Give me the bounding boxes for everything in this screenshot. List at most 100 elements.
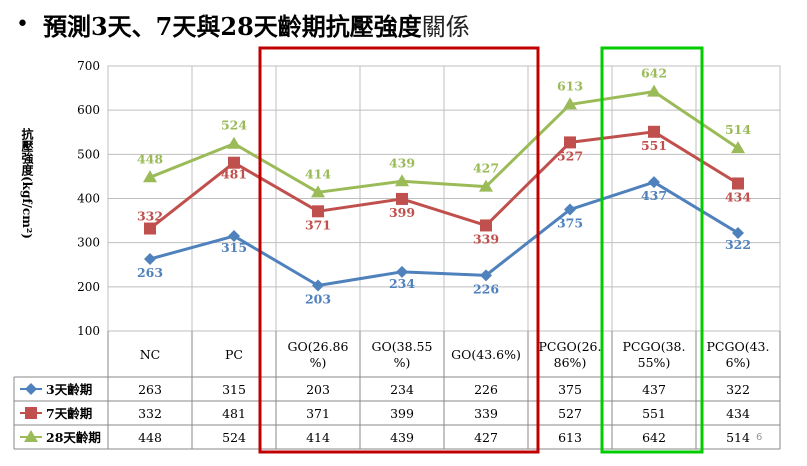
data-point <box>312 279 324 292</box>
data-label: 613 <box>557 78 583 93</box>
table-cell-value: 524 <box>222 430 246 445</box>
data-point <box>227 136 241 149</box>
data-point <box>480 219 492 232</box>
table-cell-value: 437 <box>642 382 666 397</box>
table-cell-value: 613 <box>558 430 582 445</box>
y-tick-label: 600 <box>77 103 100 117</box>
data-label: 414 <box>305 166 331 181</box>
data-label: 371 <box>305 217 331 232</box>
y-tick-label: 500 <box>77 147 100 161</box>
table-cell-value: 263 <box>138 382 162 397</box>
data-point <box>143 170 157 183</box>
data-label: 448 <box>137 151 163 166</box>
table-cell-value: 226 <box>474 382 498 397</box>
data-label: 375 <box>557 216 583 231</box>
table-cell-value: 414 <box>306 430 330 445</box>
table-cell-value: 399 <box>390 406 414 421</box>
category-label: PCGO(26. <box>539 339 602 354</box>
category-label: GO(43.6%) <box>451 347 521 362</box>
data-point <box>732 226 744 239</box>
data-point <box>395 174 409 187</box>
table-cell-value: 551 <box>642 406 666 421</box>
data-point <box>564 203 576 216</box>
data-point <box>228 230 240 243</box>
data-label: 427 <box>473 161 499 176</box>
data-label: 339 <box>473 231 499 246</box>
data-label: 514 <box>725 122 751 137</box>
category-label: PCGO(43. <box>707 339 770 354</box>
series-line <box>149 90 739 194</box>
data-point <box>648 125 660 138</box>
data-label: 234 <box>389 276 415 291</box>
data-point <box>312 205 324 218</box>
data-point <box>732 177 744 190</box>
category-label: 86%) <box>554 355 587 370</box>
table-cell-value: 339 <box>474 406 498 421</box>
data-point <box>396 192 408 205</box>
data-point <box>144 253 156 266</box>
data-point <box>563 97 577 110</box>
data-label: 551 <box>641 138 667 153</box>
table-cell-value: 332 <box>138 406 162 421</box>
category-label: %) <box>310 355 327 370</box>
title-bullet: • <box>16 11 29 37</box>
table-cell-value: 371 <box>306 406 330 421</box>
y-tick-label: 100 <box>77 324 100 338</box>
data-point <box>311 185 325 198</box>
data-point <box>731 141 745 154</box>
data-label: 226 <box>473 281 499 296</box>
y-tick-label: 700 <box>77 59 100 73</box>
data-label: 527 <box>557 148 583 163</box>
y-axis-label: 抗壓強度(kgf/cm²) <box>20 128 34 239</box>
table-cell-value: 322 <box>726 382 750 397</box>
y-tick-label: 400 <box>77 192 100 206</box>
table-cell-value: 315 <box>222 382 246 397</box>
data-label: 642 <box>641 66 667 81</box>
category-label: 6%) <box>726 355 751 370</box>
table-cell-value: 642 <box>642 430 666 445</box>
data-label: 263 <box>137 265 163 280</box>
data-point <box>396 265 408 278</box>
y-tick-label: 300 <box>77 236 100 250</box>
table-cell-value: 375 <box>558 382 582 397</box>
table-cell-value: 203 <box>306 382 330 397</box>
category-label: 55%) <box>638 355 671 370</box>
legend-key-marker <box>25 407 37 419</box>
slide-number: 6 <box>756 432 763 443</box>
data-label: 481 <box>221 167 247 182</box>
table-cell-value: 448 <box>138 430 162 445</box>
category-label: %) <box>394 355 411 370</box>
data-point <box>564 136 576 149</box>
data-point <box>479 179 493 192</box>
category-label: GO(38.55 <box>372 339 433 354</box>
data-label: 399 <box>389 205 415 220</box>
data-label: 437 <box>641 188 667 203</box>
category-label: GO(26.86 <box>288 339 349 354</box>
table-cell-value: 481 <box>222 406 246 421</box>
table-cell-value: 427 <box>474 430 498 445</box>
legend-label: 7天齡期 <box>46 406 92 421</box>
highlight-box-go <box>258 46 540 454</box>
data-point <box>647 84 661 97</box>
table-cell-value: 527 <box>558 406 582 421</box>
data-point <box>144 222 156 235</box>
legend-key-marker <box>25 383 37 395</box>
table-cell-value: 439 <box>390 430 414 445</box>
data-label: 332 <box>137 209 163 224</box>
data-label: 439 <box>389 155 415 170</box>
legend-label: 3天齡期 <box>46 382 92 397</box>
category-label: NC <box>140 347 161 362</box>
data-label: 434 <box>725 189 751 204</box>
data-label: 315 <box>221 240 247 255</box>
data-point <box>648 176 660 189</box>
title-main: 預測3天、7天與28天齡期抗壓強度 <box>42 11 422 41</box>
category-label: PC <box>225 347 243 362</box>
y-tick-label: 200 <box>77 280 100 294</box>
series-line <box>149 130 739 230</box>
slide-title: • 預測3天、7天與28天齡期抗壓強度 關係 <box>16 4 470 44</box>
title-tail: 關係 <box>421 12 470 41</box>
legend-label: 28天齡期 <box>46 430 101 445</box>
data-label: 524 <box>221 118 247 133</box>
highlight-box-pcgo <box>600 46 704 454</box>
